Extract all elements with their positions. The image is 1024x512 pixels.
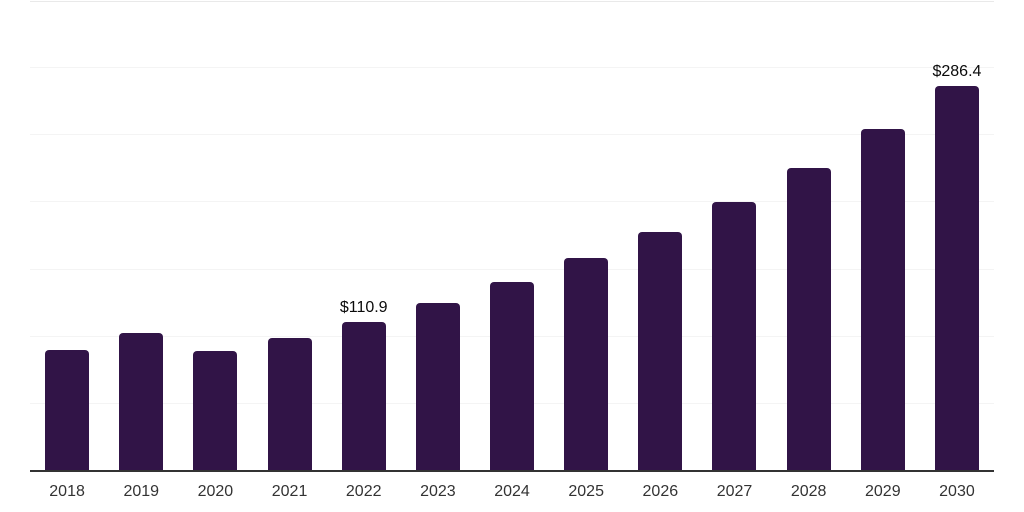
bar-slot-2023 xyxy=(401,1,475,471)
bar-2022 xyxy=(341,322,386,471)
gridline-150 xyxy=(30,268,994,270)
bar-slot-2029 xyxy=(846,1,920,471)
bar-slot-2028 xyxy=(772,1,846,471)
bar-2029 xyxy=(860,129,905,471)
bar-slot-2027 xyxy=(697,1,771,471)
x-axis-labels: 2018 2019 2020 2021 2022 2023 2024 2025 2026 2027… xyxy=(30,482,994,501)
bar-slot-2019 xyxy=(104,1,178,471)
bar-2018 xyxy=(45,350,90,471)
bar-value-label-2030: $286.4 xyxy=(932,63,982,81)
bar-value-label-2022: $110.9 xyxy=(339,299,388,317)
gridline-350 xyxy=(30,1,994,2)
bar-2030 xyxy=(934,86,979,471)
bars-row: $110.9 $286.4 xyxy=(30,1,994,471)
x-tick-label-2022: 2022 xyxy=(345,483,382,500)
x-tick-label-2030: 2030 xyxy=(939,483,975,500)
x-tick-label-2026: 2026 xyxy=(642,483,679,500)
x-tick-label-2027: 2027 xyxy=(716,483,753,500)
gridline-200 xyxy=(30,201,994,203)
bar-2021 xyxy=(267,338,312,471)
bar-slot-2024 xyxy=(475,1,549,471)
x-tick-label-2025: 2025 xyxy=(568,483,604,500)
bar-2027 xyxy=(712,201,757,471)
bar-slot-2020 xyxy=(178,1,252,471)
bar-slot-2018 xyxy=(30,1,104,471)
bar-2019 xyxy=(119,333,164,471)
x-tick-label-2019: 2019 xyxy=(123,483,160,500)
bar-2023 xyxy=(415,303,460,471)
bar-2025 xyxy=(564,258,609,471)
bar-2026 xyxy=(638,231,683,471)
x-tick-label-2029: 2029 xyxy=(865,483,901,500)
x-tick-label-2024: 2024 xyxy=(494,483,530,500)
x-tick-label-2021: 2021 xyxy=(271,483,308,500)
bar-2020 xyxy=(193,350,238,471)
x-tick-label-2023: 2023 xyxy=(420,483,456,500)
bar-slot-2025 xyxy=(549,1,623,471)
bar-2028 xyxy=(786,167,831,471)
gridline-300 xyxy=(30,67,994,69)
x-axis-line xyxy=(30,470,994,472)
x-tick-label-2028: 2028 xyxy=(790,483,827,500)
bar-slot-2026 xyxy=(623,1,697,471)
x-tick-label-2018: 2018 xyxy=(49,483,85,500)
bar-slot-2021 xyxy=(252,1,326,471)
gridline-250 xyxy=(30,134,994,136)
bar-slot-2030: $286.4 xyxy=(920,1,994,471)
x-tick-label-2020: 2020 xyxy=(197,483,234,500)
plot-area: $110.9 $286.4 xyxy=(30,1,994,472)
bar-2024 xyxy=(490,282,535,471)
bar-slot-2022: $110.9 xyxy=(327,1,401,471)
